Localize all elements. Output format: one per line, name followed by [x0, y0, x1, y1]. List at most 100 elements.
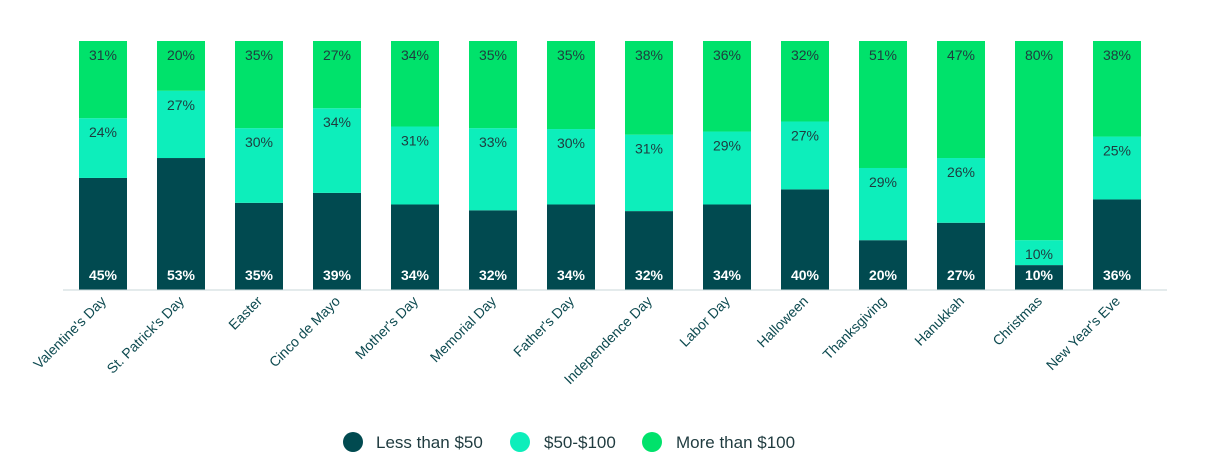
data-label: 29% — [713, 138, 741, 154]
data-label: 34% — [557, 267, 586, 283]
bar-segment — [235, 41, 283, 129]
data-label: 34% — [401, 47, 429, 63]
bar-segment — [1093, 41, 1141, 137]
bar-segment — [235, 128, 283, 203]
bar-segment — [625, 211, 673, 290]
bar-segment — [703, 41, 751, 132]
data-label: 25% — [1103, 143, 1131, 159]
category-label: Thanksgiving — [819, 293, 889, 363]
bar-segment — [1015, 41, 1063, 241]
legend: Less than $50 $50-$100 More than $100 — [343, 432, 795, 452]
data-label: 10% — [1025, 246, 1053, 262]
bar-segment — [547, 129, 595, 205]
data-label: 38% — [1103, 47, 1131, 63]
data-label: 10% — [1025, 267, 1054, 283]
data-label: 34% — [401, 267, 430, 283]
category-label: Cinco de Mayo — [266, 293, 343, 370]
bar-segment — [859, 240, 907, 290]
bar-segment — [313, 41, 361, 109]
category-label: Independence Day — [561, 293, 655, 387]
category-label: Christmas — [989, 293, 1045, 349]
data-label: 27% — [167, 97, 195, 113]
category-label: Memorial Day — [427, 293, 499, 365]
data-label: 47% — [947, 47, 975, 63]
legend-item: $50-$100 — [510, 432, 616, 452]
data-label: 34% — [713, 267, 742, 283]
legend-label: $50-$100 — [544, 433, 616, 452]
legend-label: Less than $50 — [376, 433, 483, 452]
bar-segment — [469, 128, 517, 211]
data-label: 53% — [167, 267, 196, 283]
data-label: 31% — [89, 47, 117, 63]
bars-layer: 45% 24% 31% 53% 27% 20% 35% 30% 35% 39% 34% 27% 34% 3… — [79, 41, 1141, 290]
bar-segment — [469, 41, 517, 129]
data-label: 26% — [947, 164, 975, 180]
data-label: 24% — [89, 124, 117, 140]
data-label: 35% — [557, 47, 585, 63]
data-label: 80% — [1025, 47, 1053, 63]
bar-segment — [391, 126, 439, 205]
data-label: 27% — [947, 267, 976, 283]
bar-segment — [157, 90, 205, 159]
bar-segment — [313, 192, 361, 290]
data-label: 32% — [479, 267, 508, 283]
data-label: 36% — [713, 47, 741, 63]
category-label: Father's Day — [510, 293, 577, 360]
data-label: 34% — [323, 114, 351, 130]
data-label: 32% — [635, 267, 664, 283]
data-label: 33% — [479, 134, 507, 150]
bar-segment — [781, 121, 829, 190]
category-label: Easter — [225, 293, 265, 333]
bar-segment — [235, 202, 283, 290]
data-label: 39% — [323, 267, 352, 283]
data-label: 27% — [323, 47, 351, 63]
bar-segment — [79, 41, 127, 119]
data-label: 35% — [245, 47, 273, 63]
data-label: 20% — [167, 47, 195, 63]
legend-swatch — [642, 432, 662, 452]
bar-segment — [313, 108, 361, 193]
data-label: 27% — [791, 127, 819, 143]
bar-segment — [1015, 240, 1063, 266]
bar-segment — [625, 134, 673, 212]
bar-segment — [391, 204, 439, 290]
data-label: 38% — [635, 47, 663, 63]
legend-swatch — [343, 432, 363, 452]
bar-segment — [79, 118, 127, 178]
category-label: Mother's Day — [352, 293, 421, 362]
bar-segment — [937, 41, 985, 159]
bar-segment — [703, 204, 751, 290]
data-label: 35% — [245, 267, 274, 283]
category-label: Hanukkah — [911, 293, 967, 349]
data-label: 30% — [557, 135, 585, 151]
data-label: 31% — [635, 141, 663, 157]
bar-segment — [859, 41, 907, 168]
data-label: 45% — [89, 267, 118, 283]
bar-segment — [469, 210, 517, 290]
legend-item: More than $100 — [642, 432, 795, 452]
bar-segment — [703, 131, 751, 205]
category-label: New Year's Eve — [1043, 293, 1123, 373]
category-label: Labor Day — [676, 293, 733, 350]
bar-segment — [1015, 265, 1063, 290]
bar-segment — [547, 41, 595, 130]
bar-segment — [937, 158, 985, 223]
data-label: 51% — [869, 47, 897, 63]
data-label: 35% — [479, 47, 507, 63]
category-label: St. Patrick's Day — [103, 293, 187, 377]
category-label: Valentine's Day — [30, 293, 109, 372]
category-label: Halloween — [754, 293, 812, 351]
legend-label: More than $100 — [676, 433, 795, 452]
bar-segment — [1093, 199, 1141, 290]
bar-segment — [157, 41, 205, 91]
data-label: 40% — [791, 267, 820, 283]
bar-segment — [1093, 136, 1141, 200]
data-label: 29% — [869, 174, 897, 190]
bar-segment — [547, 204, 595, 290]
data-label: 36% — [1103, 267, 1132, 283]
bar-segment — [157, 158, 205, 290]
legend-item: Less than $50 — [343, 432, 483, 452]
data-label: 20% — [869, 267, 898, 283]
